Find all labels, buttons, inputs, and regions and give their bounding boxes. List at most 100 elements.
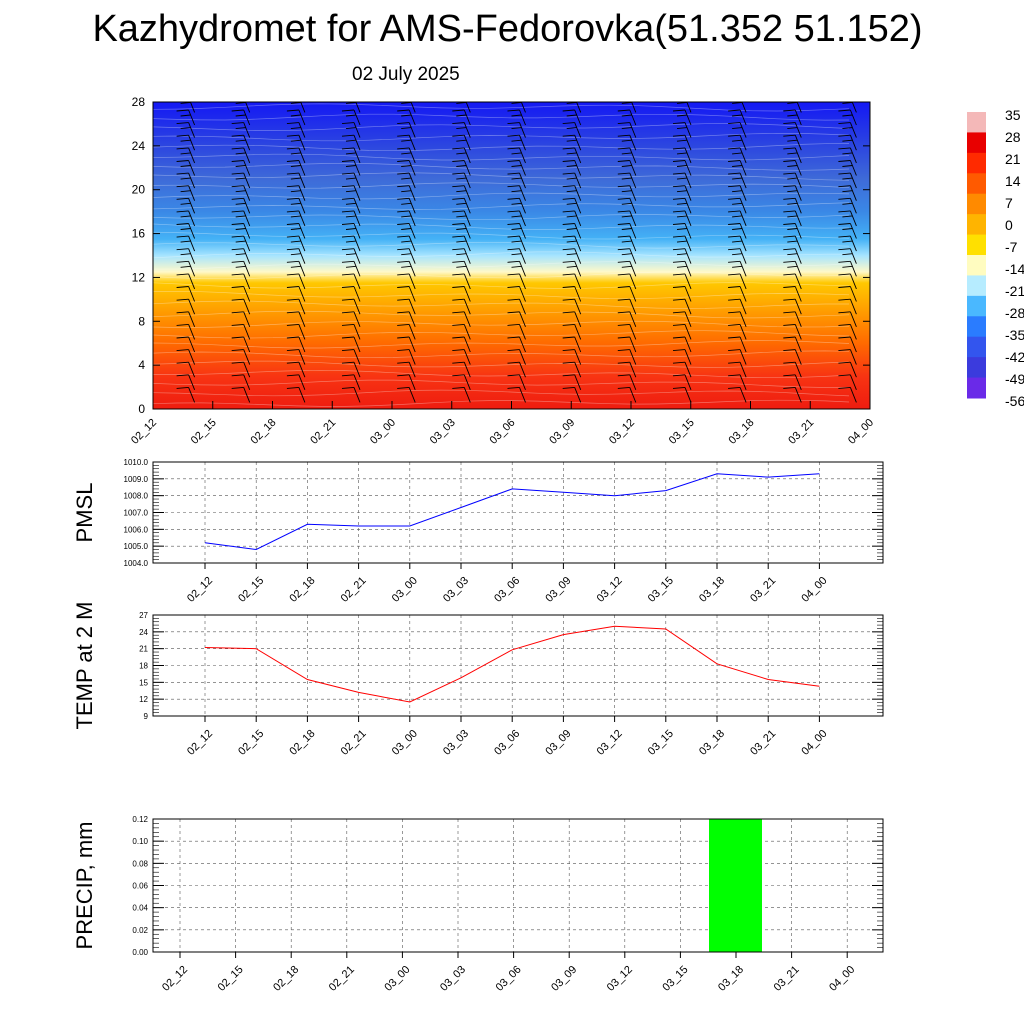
wind-barb <box>341 109 361 126</box>
wind-barb <box>672 109 692 126</box>
isotherm <box>153 231 850 240</box>
wind-barb <box>231 273 251 290</box>
wind-barb <box>286 134 306 151</box>
wind-barb <box>286 248 306 264</box>
y-tick-label: 18 <box>139 662 148 671</box>
x-tick-label: 03_18 <box>697 575 727 605</box>
wind-barb <box>617 361 637 378</box>
wind-barb <box>452 311 471 327</box>
colorbar-label: 14 <box>1005 173 1021 189</box>
wind-barb <box>507 336 526 353</box>
x-tick-label: 03_18 <box>697 728 727 758</box>
colorbar-label: -28 <box>1005 305 1024 321</box>
wind-barb <box>231 386 251 403</box>
isotherm <box>153 182 850 189</box>
wind-barb <box>507 248 526 264</box>
wind-barb <box>838 386 857 403</box>
wind-barb <box>783 235 802 252</box>
isotherm <box>153 379 850 388</box>
wind-barb <box>728 311 747 327</box>
wind-barb <box>672 298 692 315</box>
wind-barb <box>838 109 857 126</box>
wind-barb <box>617 311 637 327</box>
y-axis-label: PMSL <box>72 483 97 543</box>
wind-barb <box>617 349 637 365</box>
y-tick-label: 0.10 <box>132 837 148 846</box>
wind-barb <box>231 235 251 252</box>
wind-barb <box>176 286 196 302</box>
wind-barb <box>838 172 857 189</box>
isotherm <box>153 162 850 171</box>
wind-barb <box>562 298 582 315</box>
x-tick-label: 03_06 <box>492 575 522 605</box>
wind-barb <box>231 147 251 164</box>
wind-barb <box>235 102 251 113</box>
x-tick-label: 02_21 <box>308 417 338 447</box>
wind-barb <box>728 374 747 390</box>
wind-barb <box>507 122 526 138</box>
wind-barb <box>507 386 526 403</box>
wind-barb <box>286 122 306 138</box>
isotherm <box>153 282 850 289</box>
wind-barb <box>562 273 582 290</box>
wind-barb <box>397 147 416 164</box>
x-tick-label: 02_18 <box>287 575 317 605</box>
wind-barb <box>728 223 747 239</box>
x-tick-label: 03_15 <box>667 417 697 447</box>
wind-barb <box>562 349 582 365</box>
wind-barb <box>617 248 637 264</box>
wind-barb <box>176 172 196 189</box>
wind-barb <box>452 147 471 164</box>
colorbar-swatch <box>967 152 986 174</box>
wind-barb <box>286 210 306 227</box>
wind-barb <box>231 374 251 390</box>
wind-barb <box>728 134 747 151</box>
wind-barb <box>783 273 802 290</box>
wind-barb <box>341 336 361 353</box>
colorbar-swatch <box>967 132 986 154</box>
wind-barb <box>783 134 802 151</box>
wind-barb <box>617 336 637 353</box>
wind-barb <box>672 323 692 340</box>
x-tick-label: 02_15 <box>236 575 266 605</box>
wind-barb <box>562 311 582 327</box>
wind-barb <box>617 210 637 227</box>
wind-barb <box>507 223 526 239</box>
x-tick-label: 03_00 <box>382 964 412 994</box>
wind-barb <box>345 102 361 113</box>
wind-barb <box>452 235 471 252</box>
wind-barb <box>562 286 582 302</box>
wind-barb <box>286 223 306 239</box>
wind-barb <box>838 323 857 340</box>
wind-barb <box>617 160 637 176</box>
wind-barb <box>397 323 416 340</box>
wind-barb <box>452 160 471 176</box>
wind-barb <box>452 361 471 378</box>
wind-barb <box>452 336 471 353</box>
wind-barb <box>180 102 196 113</box>
wind-barb <box>397 311 416 327</box>
wind-barb <box>507 286 526 302</box>
wind-barb <box>672 336 692 353</box>
isotherm <box>153 330 850 339</box>
wind-barb <box>783 248 802 264</box>
wind-barb <box>452 374 471 390</box>
wind-barb <box>672 235 692 252</box>
y-tick-label: 24 <box>132 139 146 153</box>
y-tick-label: 21 <box>139 645 148 654</box>
wind-barb <box>838 210 857 227</box>
wind-barb <box>397 386 416 403</box>
wind-barb <box>176 248 196 264</box>
wind-barb <box>176 336 196 353</box>
isotherm <box>153 389 850 397</box>
wind-barb <box>672 260 692 277</box>
colorbar-label: -35 <box>1005 327 1024 343</box>
wind-barb <box>452 248 471 264</box>
colorbar-swatch <box>967 295 986 317</box>
wind-barb <box>617 235 637 252</box>
wind-barb <box>838 349 857 365</box>
isotherm <box>153 360 850 368</box>
colorbar-swatch <box>967 193 986 215</box>
x-tick-label: 03_00 <box>390 575 420 605</box>
wind-barb <box>672 172 692 189</box>
